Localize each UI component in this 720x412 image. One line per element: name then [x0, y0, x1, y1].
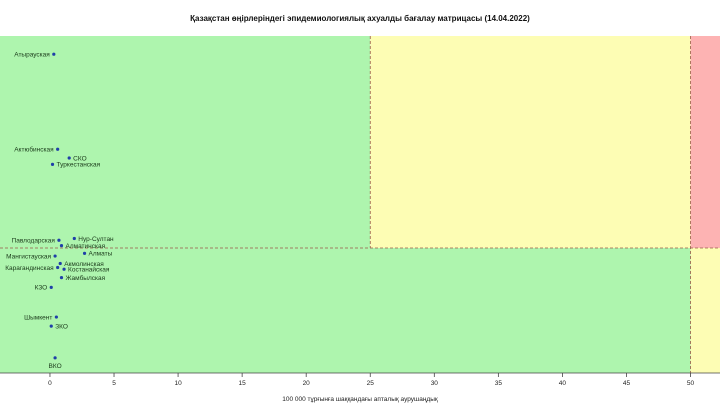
- point-label: Карагандинская: [5, 265, 54, 272]
- x-tick-label: 45: [623, 380, 631, 387]
- point-label: ЗКО: [55, 323, 68, 330]
- x-tick-label: 10: [174, 380, 182, 387]
- x-axis: 0 5 10 15 20 25 30 35 40 45 50: [0, 372, 720, 387]
- point-label: ВКО: [49, 363, 62, 370]
- point-label: Шымкент: [24, 314, 52, 321]
- data-point: [56, 147, 60, 151]
- point-label: Алматы: [89, 251, 113, 258]
- zone-green-upper: [0, 36, 371, 248]
- threshold-lines: [0, 36, 720, 373]
- x-tick-label: 5: [112, 380, 116, 387]
- data-point: [53, 356, 57, 360]
- data-point: [53, 254, 57, 258]
- data-point: [49, 285, 53, 290]
- x-tick-label: 50: [687, 380, 695, 387]
- x-axis-label: 100 000 тұрғынға шаққандағы апталық ауру…: [282, 396, 438, 403]
- point-label: СКО: [73, 155, 86, 162]
- zone-yellow-lower-right: [690, 247, 720, 373]
- data-point: [54, 315, 58, 319]
- x-tick-label: 25: [367, 380, 375, 387]
- x-tick-label: 35: [495, 380, 503, 387]
- point-label: Костанайская: [68, 266, 110, 274]
- point-label: Акмолинская: [64, 261, 104, 268]
- zone-green-lower: [0, 247, 691, 373]
- data-point: [72, 236, 76, 241]
- data-point: [62, 267, 66, 271]
- point-label: Жамбылская: [65, 274, 105, 282]
- x-tick-label: 15: [239, 380, 247, 387]
- x-tick-label: 30: [431, 380, 439, 387]
- point-label: Актюбинская: [14, 146, 54, 154]
- data-point: [56, 265, 60, 270]
- point-label: КЗО: [35, 285, 48, 292]
- point-label: Нур-Султан: [78, 236, 114, 243]
- point-label: Туркестанская: [57, 162, 101, 169]
- data-point: [59, 276, 64, 280]
- zone-red-upper-right: [690, 36, 720, 248]
- data-point: [49, 324, 53, 328]
- point-label: Мангистауская: [6, 253, 51, 260]
- zone-yellow-upper: [370, 36, 691, 248]
- point-label: Павлодарская: [12, 238, 56, 245]
- x-tick-label: 20: [303, 380, 311, 387]
- data-point: [59, 244, 64, 248]
- x-tick-label: 40: [559, 380, 567, 387]
- point-label: Алматинская: [65, 243, 105, 250]
- x-tick-label: 0: [48, 380, 52, 387]
- data-point: [58, 261, 62, 266]
- data-point: [52, 52, 56, 56]
- point-label: Атырауская: [14, 51, 50, 58]
- data-point: [50, 162, 55, 166]
- data-point: [57, 238, 61, 242]
- data-point: [67, 156, 71, 160]
- data-point: [82, 251, 87, 255]
- chart-title: Қазақстан өңірлеріндегі эпидемиологиялық…: [190, 14, 530, 23]
